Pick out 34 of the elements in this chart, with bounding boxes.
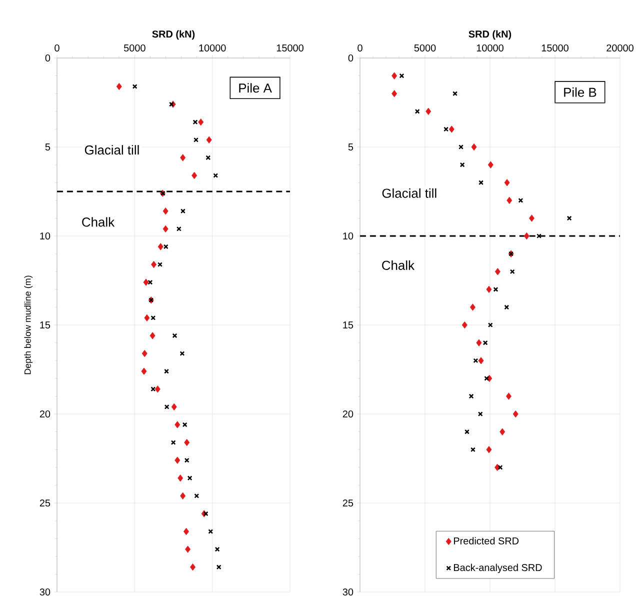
annotation: Pile B [564,87,596,97]
y-tick-label: 0 [348,54,354,62]
x-tick-label: 5000 [124,44,146,52]
y-axis-title: Depth below mudline (m) [24,276,33,374]
y-tick-label: 30 [342,588,354,596]
y-tick-label: 0 [45,54,50,62]
annotation: Glacial till [382,188,436,198]
y-tick-label: 20 [342,410,354,418]
annotation: Pile A [239,83,272,93]
x-tick-label: 0 [358,44,362,52]
y-tick-label: 10 [343,232,354,240]
x-tick-label: 0 [54,44,60,52]
y-tick-label: 5 [45,144,50,150]
y-tick-label: 15 [40,322,50,328]
x-tick-label: 15000 [276,44,304,52]
x-tick-label: 10000 [199,44,226,52]
y-tick-label: 30 [40,588,50,596]
y-tick-label: 25 [40,499,50,507]
x-tick-label: 10000 [476,44,504,52]
y-tick-label: 15 [343,322,354,328]
annotation: Glacial till [84,145,139,155]
y-tick-label: 25 [342,499,354,507]
y-tick-label: 10 [40,232,50,240]
x-tick-label: 15000 [542,44,568,52]
y-tick-label: 20 [40,410,50,418]
x-tick-label: 5000 [414,44,436,52]
legend-label: Predicted SRD [454,537,519,544]
x-tick-label: 20000 [606,44,634,52]
x-axis-title: SRD (kN) [152,30,195,40]
annotation: Chalk [82,217,115,227]
annotation: Chalk [382,260,415,270]
x-axis-title: SRD (kN) [468,30,512,40]
legend-label: Back-analysed SRD [454,564,542,574]
y-tick-label: 5 [348,144,354,150]
